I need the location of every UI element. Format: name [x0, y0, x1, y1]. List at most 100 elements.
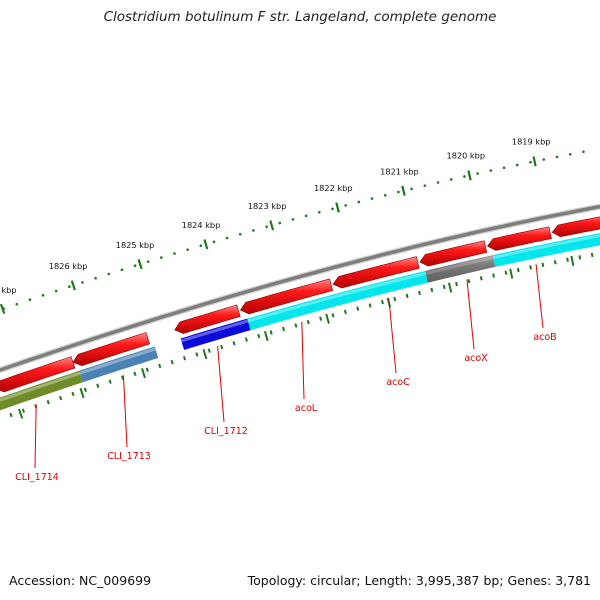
scale-minor-tick	[318, 211, 321, 214]
inner-scale-tick	[393, 296, 397, 302]
scale-minor-tick	[252, 229, 255, 232]
scale-label: 1819 kbp	[512, 137, 551, 147]
inner-scale-major-tick	[79, 387, 85, 399]
scale-minor-tick	[344, 204, 347, 207]
scale-minor-tick	[199, 244, 203, 248]
map-title: Clostridium botulinum F str. Langeland, …	[103, 9, 497, 25]
scale-minor-tick	[383, 193, 387, 197]
gene-bar-cli-1712	[180, 318, 251, 350]
scale-minor-tick	[331, 207, 334, 211]
gene-bar-acob	[492, 233, 600, 267]
inner-scale-major-tick	[447, 282, 453, 293]
scale-label: 1826 kbp	[49, 261, 88, 271]
gene-bar-cli-1714	[0, 370, 83, 411]
scale-minor-tick	[107, 272, 111, 276]
gene-bar-highlight	[0, 371, 81, 402]
inner-scale-tick	[96, 383, 100, 388]
inner-scale-tick	[319, 316, 323, 321]
gene-bar-shade	[425, 255, 496, 283]
genome-backbone	[0, 204, 600, 372]
inner-scale-tick	[430, 287, 434, 293]
scale-major-tick	[137, 259, 143, 270]
scale-major-tick	[269, 220, 275, 231]
forward-cds-layer	[0, 216, 600, 393]
cds-forward-arrow	[419, 240, 488, 267]
gene-label-cli-1712: CLI_1712	[204, 426, 248, 437]
scale-minor-tick	[304, 214, 308, 218]
scale-minor-tick	[15, 302, 19, 306]
inner-scale-tick	[145, 367, 149, 373]
scale-minor-tick	[582, 150, 585, 154]
inner-scale-tick	[294, 323, 298, 328]
scale-major-tick	[335, 202, 340, 213]
inner-scale-tick	[442, 284, 446, 290]
cds-forward-arrow	[240, 278, 334, 315]
inner-scale-major-tick	[202, 349, 208, 360]
inner-scale-tick	[541, 262, 545, 267]
scale-minor-tick	[397, 190, 400, 194]
scale-minor-tick	[133, 264, 137, 268]
gene-bar-highlight	[247, 293, 341, 323]
inner-scale-major-tick	[570, 255, 575, 266]
scale-minor-tick	[146, 260, 150, 263]
scale-minor-tick	[449, 178, 453, 181]
inner-scale-tick	[467, 278, 471, 284]
scale-minor-tick	[225, 236, 229, 240]
inner-scale-tick	[504, 270, 508, 275]
inner-scale-tick	[492, 273, 495, 278]
gene-bar-highlight	[492, 234, 600, 260]
inner-scale-tick	[207, 348, 211, 353]
reverse-genes-layer	[0, 233, 600, 419]
scale-label: 1822 kbp	[314, 183, 353, 193]
scale-minor-tick	[476, 172, 479, 175]
inner-scale-tick	[418, 290, 421, 296]
gene-label-acob: acoB	[533, 332, 556, 343]
scale-minor-tick	[489, 169, 493, 172]
gene-bar-acol	[247, 292, 343, 331]
gene-bar-highlight	[180, 319, 249, 343]
scale-minor-tick	[120, 268, 124, 272]
scale-minor-tick	[212, 240, 216, 244]
inner-scale-major-tick	[18, 408, 24, 419]
gene-bar-cli-1713	[79, 346, 159, 383]
scale-minor-tick	[68, 285, 71, 288]
inner-scale-tick	[220, 344, 224, 350]
gene-label-acoc: acoC	[386, 377, 410, 388]
inner-scale-tick	[59, 395, 63, 401]
cds-forward-arrow	[551, 216, 600, 238]
inner-scale-major-tick	[509, 268, 514, 279]
inner-scale-tick	[46, 400, 50, 405]
scale-minor-tick	[370, 197, 374, 200]
inner-scale-tick	[479, 276, 483, 281]
scale-minor-tick	[238, 232, 242, 236]
scale-minor-tick	[436, 181, 440, 184]
inner-scale-tick	[282, 326, 286, 332]
gene-leader-line	[301, 321, 305, 400]
inner-scale-tick	[83, 387, 87, 393]
inner-scale-tick	[380, 300, 384, 305]
cds-forward-arrow	[487, 226, 552, 251]
scale-label: 1823 kbp	[248, 201, 287, 211]
scale-minor-tick	[54, 289, 58, 293]
accession-text: Accession: NC_009699	[9, 573, 152, 588]
scale-minor-tick	[529, 160, 532, 164]
scale-minor-tick	[94, 276, 97, 280]
scale-major-tick	[467, 170, 472, 181]
inner-scale-tick	[566, 257, 569, 262]
scale-minor-tick	[81, 281, 84, 284]
scale-minor-tick	[173, 252, 176, 255]
gene-label-cli-1713: CLI_1713	[107, 451, 151, 462]
gene-bar-highlight	[79, 347, 156, 375]
scale-label: 1825 kbp	[116, 240, 155, 250]
inner-scale-tick	[368, 303, 372, 308]
scale-minor-tick	[291, 218, 295, 221]
inner-scale-major-tick	[263, 330, 269, 342]
inner-scale-tick	[121, 375, 125, 380]
scale-minor-tick	[568, 152, 572, 156]
inner-scale-tick	[182, 356, 187, 361]
gene-leader-line	[217, 346, 225, 423]
inner-scale-tick	[108, 379, 112, 384]
inner-scale-tick	[405, 293, 409, 299]
inner-scale-tick	[158, 363, 162, 369]
